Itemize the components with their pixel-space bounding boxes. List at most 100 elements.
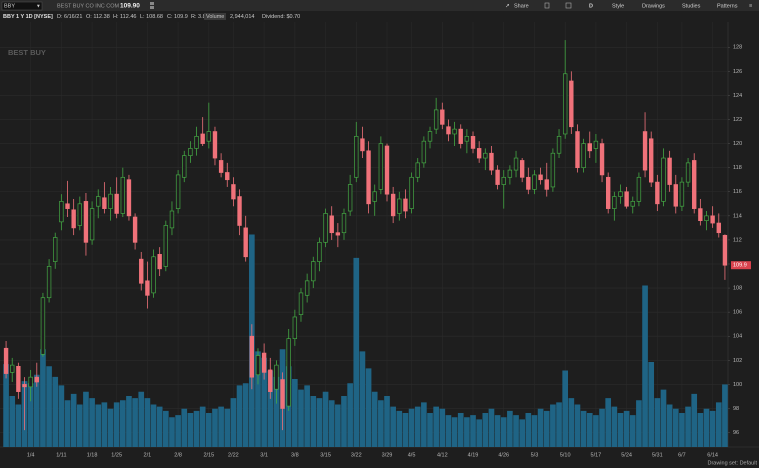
candle-body xyxy=(679,181,685,207)
y-tick-label: 122 xyxy=(733,117,742,123)
candle-body xyxy=(108,193,113,209)
share-icon[interactable]: ↗ xyxy=(505,3,510,9)
y-tick-label: 114 xyxy=(733,213,742,219)
x-tick-label: 4/19 xyxy=(468,452,479,458)
volume-bar xyxy=(107,408,114,447)
volume-bar xyxy=(648,362,655,447)
volume-bar xyxy=(156,406,163,447)
volume-bar xyxy=(273,376,280,447)
y-tick-label: 100 xyxy=(733,382,742,388)
watermark: BEST BUY xyxy=(8,48,46,57)
candle-body xyxy=(274,364,279,390)
candle-body xyxy=(225,172,230,181)
icon[interactable] xyxy=(544,2,550,9)
y-tick-label: 118 xyxy=(733,165,742,171)
candle-body xyxy=(243,227,248,258)
icon[interactable] xyxy=(565,2,572,9)
symbol[interactable]: BBY xyxy=(4,3,15,9)
candle-body xyxy=(661,157,666,202)
candle-body xyxy=(716,222,721,234)
candle-body xyxy=(157,254,162,270)
volume-bar xyxy=(556,402,562,447)
candle-body xyxy=(71,209,76,229)
x-tick-label: 3/29 xyxy=(382,452,393,458)
share-button[interactable]: Share xyxy=(514,3,529,9)
studies-button[interactable]: Studies xyxy=(682,3,701,9)
volume-bar xyxy=(15,404,22,447)
volume-bar xyxy=(224,408,231,447)
volume-bar xyxy=(335,404,341,447)
x-tick-label: 2/15 xyxy=(203,452,214,458)
candle-body xyxy=(722,234,728,266)
candle-body xyxy=(667,157,672,185)
candle-body xyxy=(304,280,310,296)
x-tick-label: 4/26 xyxy=(498,452,509,458)
candle-body xyxy=(483,152,488,159)
volume-bar xyxy=(488,408,495,447)
last-price: 109.90 xyxy=(120,3,140,10)
candle-body xyxy=(624,191,629,207)
x-tick-label: 5/10 xyxy=(560,452,571,458)
volume-bar xyxy=(310,396,317,447)
candle-body xyxy=(636,176,642,202)
x-tick-label: 5/24 xyxy=(621,452,632,458)
volume-bar xyxy=(267,370,274,447)
dropdown-icon[interactable]: ▾ xyxy=(37,3,40,9)
period-button[interactable]: D xyxy=(589,3,593,9)
volume-bar xyxy=(119,400,126,447)
info-range: R: 3.8 xyxy=(191,14,206,20)
candle-body xyxy=(102,197,107,209)
volume-bar xyxy=(445,415,452,447)
candle-body xyxy=(194,136,199,149)
candle-body xyxy=(593,140,599,149)
info-open: O: 112.38 xyxy=(86,14,110,20)
candle-body xyxy=(34,376,39,383)
info-volume-label: Volume xyxy=(206,14,224,20)
candle-body xyxy=(335,232,341,236)
patterns-button[interactable]: Patterns xyxy=(717,3,738,9)
x-tick-label: 1/18 xyxy=(87,452,98,458)
volume-bar xyxy=(722,384,728,447)
volume-bar xyxy=(414,406,421,447)
candle-body xyxy=(175,174,181,209)
x-tick-label: 4/5 xyxy=(408,452,416,458)
candle-body xyxy=(261,352,267,373)
y-tick-label: 112 xyxy=(733,237,742,243)
y-tick-label: 124 xyxy=(733,93,742,99)
x-tick-label: 3/8 xyxy=(291,452,299,458)
candle-body xyxy=(145,280,150,296)
volume-bar xyxy=(709,410,716,447)
volume-bar xyxy=(76,404,83,447)
volume-bar xyxy=(322,391,329,447)
icon[interactable] xyxy=(150,6,154,9)
volume-bar xyxy=(580,410,587,447)
volume-bar xyxy=(292,379,298,447)
volume-bar xyxy=(365,368,372,447)
volume-bar xyxy=(543,410,550,447)
candle-body xyxy=(231,184,236,200)
volume-bar xyxy=(27,383,34,447)
volume-bar xyxy=(642,285,648,447)
drawings-button[interactable]: Drawings xyxy=(642,3,665,9)
volume-bar xyxy=(408,408,415,447)
symbol-box[interactable] xyxy=(1,1,43,11)
candle-body xyxy=(46,266,52,299)
volume-bar xyxy=(654,398,661,447)
candle-body xyxy=(329,215,334,234)
volume-bar xyxy=(95,404,102,447)
candle-body xyxy=(317,241,322,262)
x-tick-label: 2/8 xyxy=(174,452,182,458)
candle-body xyxy=(513,157,519,171)
volume-bar xyxy=(316,398,323,447)
y-tick-label: 102 xyxy=(733,358,742,364)
candle-body xyxy=(16,365,21,392)
icon[interactable] xyxy=(150,2,154,5)
candle-body xyxy=(649,138,654,183)
volume-bar xyxy=(599,408,605,447)
style-button[interactable]: Style xyxy=(612,3,624,9)
last-price-label: 109.9 xyxy=(733,263,747,269)
volume-bar xyxy=(181,408,188,447)
menu-icon[interactable]: ≡ xyxy=(749,3,752,9)
candle-body xyxy=(550,152,556,188)
